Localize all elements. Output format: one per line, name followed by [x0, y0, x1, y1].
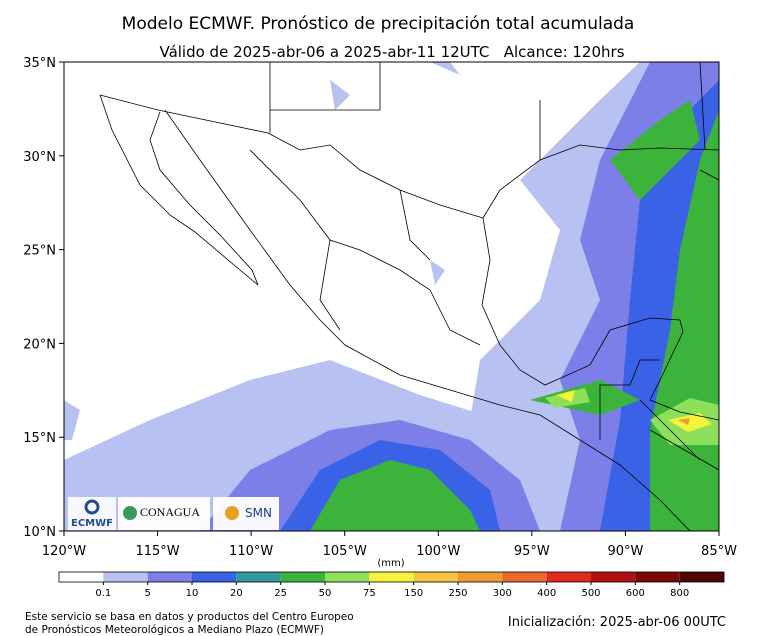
- footer-note: de Pronósticos Meteorológicos a Mediano …: [25, 624, 324, 636]
- lon-label: 85°W: [701, 544, 737, 559]
- borders: [99, 62, 719, 471]
- title: Modelo ECMWF. Pronóstico de precipitació…: [122, 14, 635, 34]
- colorbar-label: 400: [537, 588, 556, 599]
- colorbar-label: 150: [404, 588, 423, 599]
- logos: ECMWF CONAGUA SMN: [68, 497, 279, 530]
- colorbar-label: 25: [274, 588, 287, 599]
- colorbar-segment: [635, 572, 680, 582]
- subtitle: Válido de 2025-abr-06 a 2025-abr-11 12UT…: [159, 43, 624, 61]
- colorbar: 0.1 5 10 20 25 50 75 150 250 300 400 500 600 800: [58, 571, 725, 599]
- map: [64, 62, 719, 531]
- lon-label: 105°W: [323, 544, 367, 559]
- colorbar-label: 250: [448, 588, 467, 599]
- colorbar-segment: [280, 572, 325, 582]
- colorbar-segment: [59, 572, 104, 582]
- colorbar-segment: [546, 572, 591, 582]
- lon-label: 95°W: [514, 544, 550, 559]
- lon-label: 100°W: [416, 544, 460, 559]
- initialization: Inicialización: 2025-abr-06 00UTC: [508, 615, 726, 630]
- lat-label: 30°N: [23, 150, 56, 165]
- lat-label: 10°N: [23, 525, 56, 540]
- lat-label: 35°N: [23, 56, 56, 71]
- conagua-logo: CONAGUA: [140, 505, 200, 519]
- colorbar-segment: [591, 572, 636, 582]
- colorbar-segment: [458, 572, 503, 582]
- colorbar-segment: [147, 572, 192, 582]
- colorbar-label: 50: [319, 588, 332, 599]
- colorbar-segment: [369, 572, 414, 582]
- colorbar-segment: [413, 572, 458, 582]
- lon-label: 90°W: [607, 544, 643, 559]
- colorbar-segment: [679, 572, 724, 582]
- lat-label: 25°N: [23, 244, 56, 259]
- lon-label: 120°W: [42, 544, 86, 559]
- colorbar-label: 20: [230, 588, 243, 599]
- colorbar-frame: [58, 571, 725, 583]
- colorbar-label: 0.1: [95, 588, 111, 599]
- map-frame: [63, 61, 720, 532]
- colorbar-label: 600: [626, 588, 645, 599]
- axes: 35°N 30°N 25°N 20°N 15°N 10°N 120°W 115°W 110°W 1…: [23, 56, 737, 559]
- colorbar-segment: [502, 572, 547, 582]
- colorbar-segment: [103, 572, 148, 582]
- colorbar-label: 5: [144, 588, 150, 599]
- colorbar-label: 300: [493, 588, 512, 599]
- colorbar-segment: [236, 572, 281, 582]
- colorbar-label: 500: [581, 588, 600, 599]
- legend-unit: (mm): [377, 558, 404, 569]
- footer-note: Este servicio se basa en datos y product…: [25, 611, 354, 623]
- lon-label: 110°W: [229, 544, 273, 559]
- ecmwf-logo: ECMWF: [71, 518, 113, 529]
- colorbar-label: 800: [670, 588, 689, 599]
- precipitation: [64, 62, 719, 531]
- lat-label: 20°N: [23, 337, 56, 352]
- colorbar-segment: [325, 572, 370, 582]
- colorbar-label: 10: [186, 588, 199, 599]
- lon-label: 115°W: [135, 544, 179, 559]
- lat-label: 15°N: [23, 431, 56, 446]
- colorbar-label: 75: [363, 588, 376, 599]
- coastlines: [99, 62, 719, 531]
- colorbar-segment: [192, 572, 237, 582]
- smn-logo: SMN: [245, 506, 272, 520]
